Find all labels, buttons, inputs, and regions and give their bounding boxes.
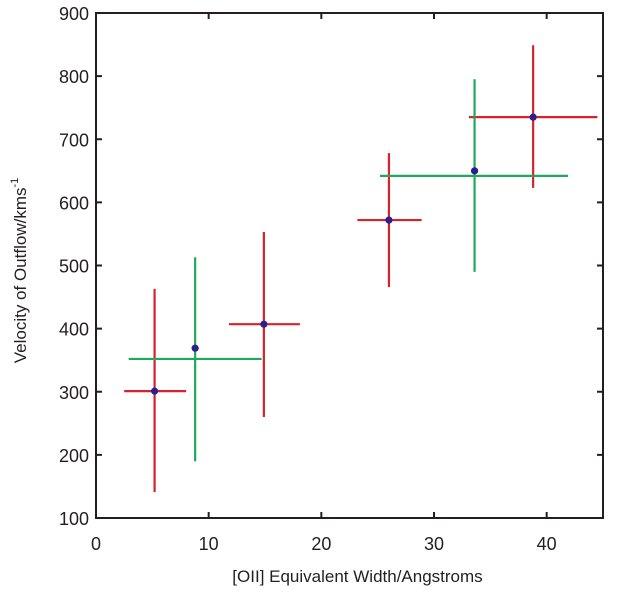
x-axis-ticks: 0 10 20 30 40 [91,13,557,554]
data-point [470,167,479,175]
x-tick-label: 0 [91,534,101,554]
plot-marks [124,45,598,493]
y-tick-label: 800 [59,67,89,87]
y-tick-label: 400 [59,320,89,340]
data-point [385,216,393,224]
y-axis-label-superscript: -1 [9,178,21,188]
y-tick-label: 700 [59,130,89,150]
data-point [150,387,159,395]
x-axis-label: [OII] Equivalent Width/Angstroms [232,567,482,586]
y-axis-label: Velocity of Outflow/kms-1 [9,178,30,364]
y-tick-label: 600 [59,193,89,213]
series-green-errorbars [128,79,569,462]
x-tick-label: 40 [537,534,557,554]
y-tick-label: 900 [59,4,89,24]
data-point [529,113,537,121]
y-tick-label: 200 [59,446,89,466]
y-tick-label: 300 [59,383,89,403]
plot-frame [95,12,604,519]
y-axis-ticks: 100 200 300 400 500 600 700 800 900 [59,4,603,529]
x-tick-label: 10 [199,534,219,554]
y-tick-label: 100 [59,509,89,529]
data-point [260,320,268,328]
x-tick-label: 20 [311,534,331,554]
x-tick-label: 30 [424,534,444,554]
y-tick-label: 500 [59,257,89,277]
y-axis-label-main: Velocity of Outflow/kms [11,188,30,364]
data-point [191,344,199,352]
